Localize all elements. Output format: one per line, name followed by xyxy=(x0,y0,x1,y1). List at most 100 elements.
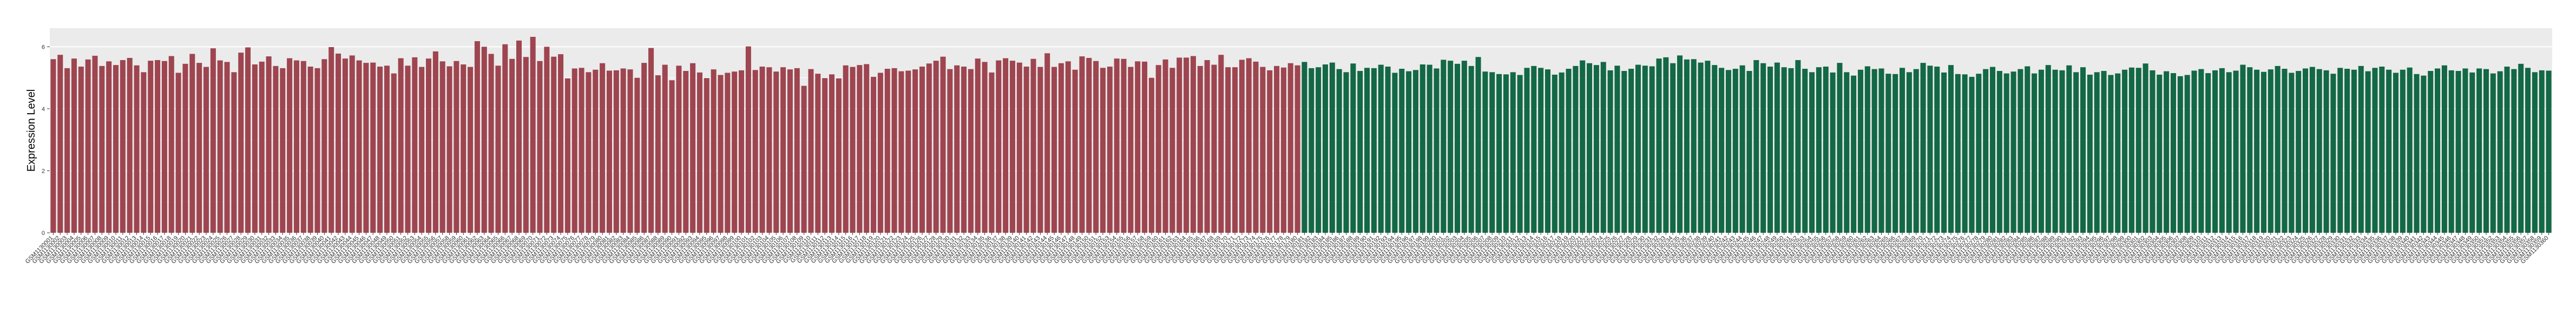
bar xyxy=(613,70,619,233)
bar xyxy=(2476,68,2482,233)
bar xyxy=(1857,69,1863,233)
bar xyxy=(1482,71,1488,233)
bar xyxy=(954,65,960,233)
bar xyxy=(2469,72,2475,233)
bar xyxy=(1621,71,1627,233)
bar xyxy=(398,58,404,233)
bar xyxy=(2212,70,2218,233)
y-tick-label: 2 xyxy=(42,168,45,174)
bar xyxy=(1141,61,1148,233)
bar xyxy=(155,60,161,233)
bar xyxy=(926,63,932,233)
bar xyxy=(530,37,536,233)
bar xyxy=(1309,68,1315,233)
bar xyxy=(1656,58,1662,233)
bar xyxy=(1635,64,1641,233)
bar xyxy=(1503,74,1509,233)
bar xyxy=(1642,66,1648,233)
bar xyxy=(1767,67,1773,233)
bar xyxy=(134,65,140,233)
bar xyxy=(2358,66,2364,233)
bar xyxy=(2087,74,2093,233)
bar xyxy=(1684,59,1690,233)
bar xyxy=(1670,63,1676,233)
bar xyxy=(2226,72,2232,233)
bar xyxy=(1781,67,1787,233)
bar xyxy=(1969,76,1975,233)
bar xyxy=(1357,71,1363,233)
bar xyxy=(634,77,640,233)
bar xyxy=(217,60,223,233)
bar xyxy=(961,67,967,233)
bar xyxy=(2414,74,2420,233)
bar xyxy=(1607,70,1613,233)
bar xyxy=(2025,66,2030,233)
bar xyxy=(252,64,258,233)
bar xyxy=(2038,69,2044,233)
bar xyxy=(1100,68,1106,233)
bar xyxy=(1809,72,1815,233)
bar xyxy=(342,58,348,233)
bar xyxy=(1016,62,1022,233)
bar xyxy=(175,73,181,233)
bar xyxy=(2150,70,2156,233)
bar xyxy=(2094,72,2100,233)
bar xyxy=(1336,69,1342,233)
bar xyxy=(2191,70,2197,233)
bar xyxy=(321,59,327,233)
bar xyxy=(2170,73,2176,233)
bar xyxy=(2032,73,2038,233)
bar xyxy=(2497,71,2503,233)
bar xyxy=(2386,69,2392,233)
bar xyxy=(801,86,807,233)
bar xyxy=(669,80,675,233)
bar xyxy=(2164,71,2170,233)
bar xyxy=(787,69,793,233)
bar xyxy=(2504,67,2510,233)
bar xyxy=(600,63,606,233)
bar xyxy=(2518,63,2524,233)
bar xyxy=(1392,73,1398,233)
bar xyxy=(1128,67,1134,233)
bar xyxy=(1725,70,1731,233)
bar xyxy=(815,74,821,233)
bar xyxy=(551,56,557,233)
bar xyxy=(884,69,890,233)
bar xyxy=(1795,60,1801,233)
bar xyxy=(2219,68,2225,233)
bar xyxy=(2128,67,2134,233)
bar xyxy=(2462,68,2468,233)
bar xyxy=(1774,62,1780,233)
bar xyxy=(1329,62,1335,233)
bar xyxy=(1746,71,1752,233)
bar xyxy=(57,55,63,233)
bar xyxy=(579,68,584,233)
bar xyxy=(2441,65,2447,233)
bar xyxy=(2400,69,2406,233)
bar xyxy=(1719,68,1725,233)
bar xyxy=(1920,63,1926,233)
bar xyxy=(996,60,1002,233)
bar xyxy=(1184,57,1190,233)
bar xyxy=(968,69,974,233)
bar xyxy=(1461,61,1467,233)
bar xyxy=(1023,67,1029,233)
bar xyxy=(1114,58,1120,233)
bar xyxy=(2337,68,2343,233)
bar xyxy=(606,70,612,233)
bar xyxy=(1412,70,1418,233)
bar xyxy=(1996,71,2002,233)
bar xyxy=(1649,66,1655,233)
bar xyxy=(1628,69,1634,233)
bar xyxy=(648,48,654,233)
bar xyxy=(50,59,56,233)
bar xyxy=(564,78,570,233)
bar xyxy=(412,57,418,233)
bar xyxy=(752,70,758,233)
bar xyxy=(1406,71,1412,233)
bar xyxy=(2455,71,2461,233)
bar xyxy=(1705,61,1711,233)
bar xyxy=(1274,66,1280,233)
bar xyxy=(356,60,362,233)
bar xyxy=(419,67,425,233)
